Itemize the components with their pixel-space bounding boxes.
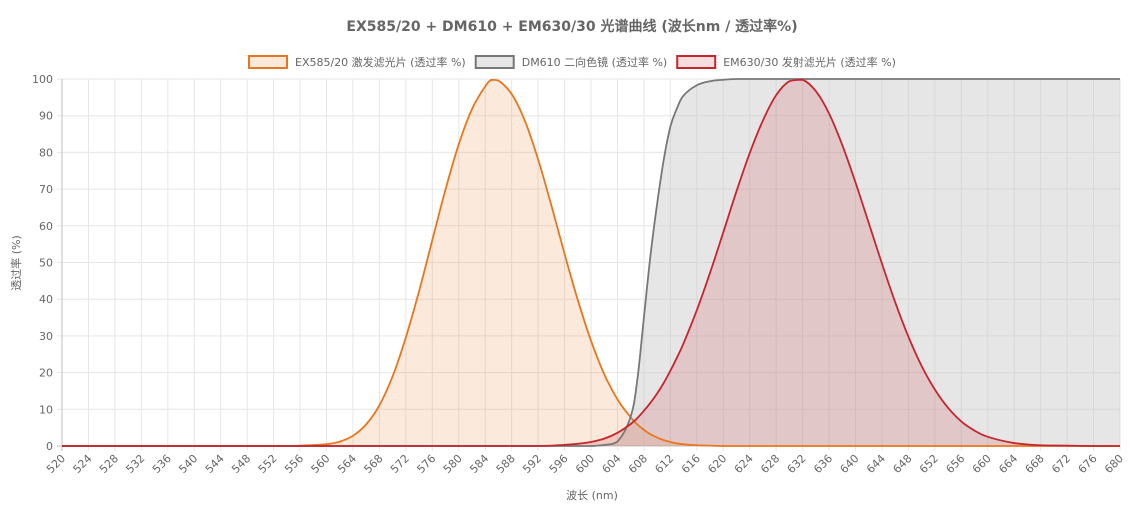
x-tick-label: 656 [943,452,967,476]
x-tick-label: 540 [176,452,200,476]
y-axis-title: 透过率 (%) [9,235,23,291]
x-tick-label: 680 [1102,452,1126,476]
legend-label: DM610 二向色镜 (透过率 %) [522,55,667,69]
x-tick-label: 600 [573,452,597,476]
x-tick-label: 604 [600,452,624,476]
x-tick-label: 612 [652,452,676,476]
x-tick-label: 628 [758,452,782,476]
x-tick-label: 544 [203,452,227,476]
x-tick-label: 588 [494,452,518,476]
x-tick-label: 560 [309,452,333,476]
x-tick-label: 664 [996,452,1020,476]
legend-swatch [474,55,515,69]
grid-lines [57,78,1121,451]
x-tick-label: 668 [1023,452,1047,476]
y-tick-label: 80 [39,146,53,159]
series-area-2 [62,79,1120,446]
legend[interactable]: EX585/20 激发滤光片 (透过率 %) DM610 二向色镜 (透过率 %)… [248,55,896,69]
x-tick-label: 636 [811,452,835,476]
series-line-1[interactable] [61,78,1120,447]
x-tick-label: 596 [547,452,571,476]
y-tick-label: 30 [39,330,53,343]
x-tick-label: 652 [917,452,941,476]
x-tick-label: 660 [970,452,994,476]
legend-swatch [676,55,717,69]
x-tick-label: 580 [441,452,465,476]
x-tick-label: 632 [785,452,809,476]
x-tick-label: 548 [229,452,253,476]
y-tick-label: 10 [39,403,53,416]
y-tick-label: 40 [39,293,53,306]
x-tick-label: 536 [150,452,174,476]
x-tick-label: 532 [123,452,147,476]
legend-label: EM630/30 发射滤光片 (透过率 %) [723,55,896,69]
y-tick-label: 100 [32,73,53,86]
x-tick-label: 564 [335,452,359,476]
x-tick-label: 556 [282,452,306,476]
legend-item-2[interactable]: DM610 二向色镜 (透过率 %) [474,55,667,69]
y-tick-label: 60 [39,220,53,233]
x-tick-label: 524 [71,452,95,476]
x-tick-label: 620 [705,452,729,476]
series-lines [61,78,1120,447]
x-axis-title: 波长 (nm) [566,489,618,502]
y-tick-label: 0 [46,440,53,453]
x-tick-label: 672 [1049,452,1073,476]
x-tick-label: 584 [467,452,491,476]
x-tick-label: 520 [44,452,68,476]
legend-item-3[interactable]: EM630/30 发射滤光片 (透过率 %) [676,55,896,69]
x-tick-label: 616 [679,452,703,476]
legend-swatch [248,55,288,69]
x-tick-label: 592 [520,452,544,476]
x-tick-label: 552 [256,452,280,476]
x-tick-label: 640 [838,452,862,476]
series-area-3 [62,79,1120,446]
series-fills [62,79,1120,446]
series-area-1 [62,79,1120,446]
x-tick-label: 624 [732,452,756,476]
legend-label: EX585/20 激发滤光片 (透过率 %) [295,55,466,69]
x-tick-label: 568 [361,452,385,476]
x-tick-label: 648 [890,452,914,476]
y-axis-ticks: 0 10 20 30 40 50 60 70 80 90 100 [32,73,53,453]
series-line-3[interactable] [61,78,1120,447]
x-tick-label: 676 [1076,452,1100,476]
x-tick-label: 576 [414,452,438,476]
x-tick-label: 608 [626,452,650,476]
y-tick-label: 50 [39,257,53,270]
y-tick-label: 90 [39,110,53,123]
x-tick-label: 572 [388,452,412,476]
y-tick-label: 20 [39,367,53,380]
x-tick-label: 644 [864,452,888,476]
x-axis-ticks: 520 524 528 532 536 540 544 548 552 556 560 564 568 5… [44,452,1126,476]
legend-item-1[interactable]: EX585/20 激发滤光片 (透过率 %) [248,55,466,69]
y-tick-label: 70 [39,183,53,196]
chart-title: EX585/20 + DM610 + EM630/30 光谱曲线 (波长nm /… [346,18,797,35]
x-tick-label: 528 [97,452,121,476]
